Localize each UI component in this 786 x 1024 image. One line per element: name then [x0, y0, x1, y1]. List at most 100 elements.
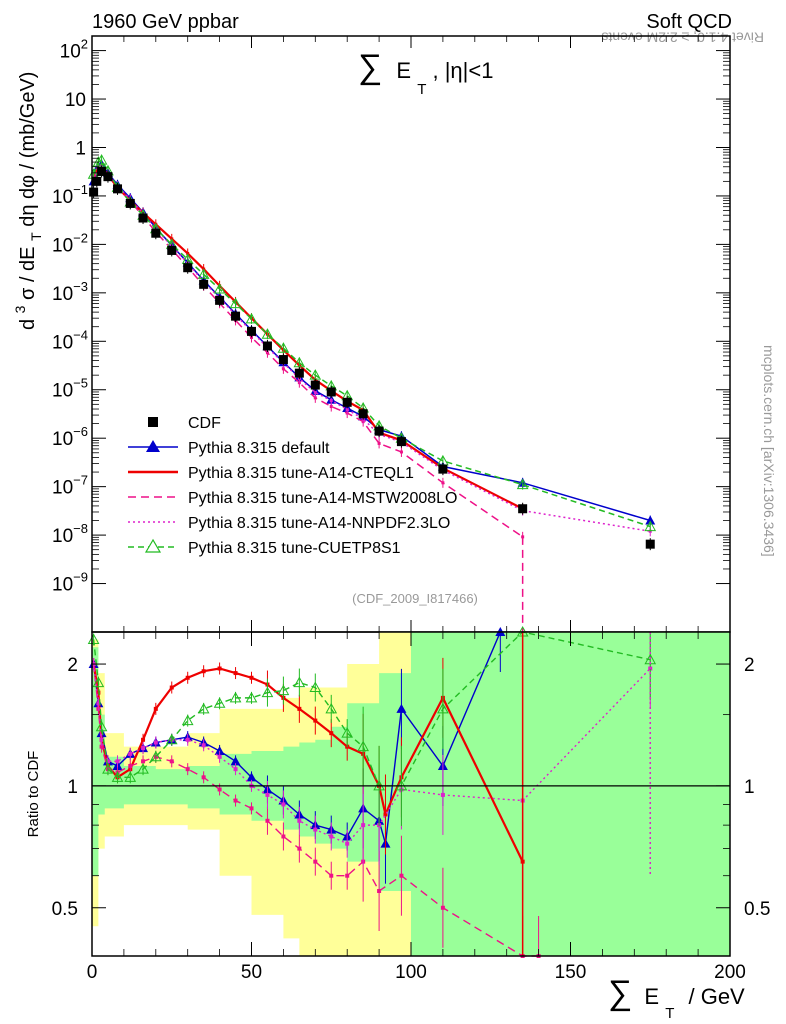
ratio-marker-mstw: [249, 806, 254, 811]
ratio-marker-default: [230, 756, 241, 766]
ratio-marker-mstw: [217, 787, 222, 792]
xlabel-sum: ∑: [608, 974, 632, 1012]
ratio-marker-cuetp8s1: [124, 771, 137, 782]
ratio-marker-cuetp8s1: [293, 676, 306, 688]
ratio-marker-cteql1: [329, 731, 334, 736]
main-ytick-label-8: 10−1: [52, 182, 88, 208]
ratio-marker-nnpdf: [361, 823, 366, 828]
title-sum: ∑: [358, 48, 382, 86]
ratio-line-cuetp8s1: [92, 631, 651, 787]
legend: CDF Pythia 8.315 default Pythia 8.315 tune…: [128, 415, 457, 557]
ytick-exp: −1: [73, 182, 88, 197]
ratio-marker-nnpdf: [99, 737, 104, 742]
cdf-point: [278, 355, 288, 365]
marker-mstw: [281, 367, 285, 371]
header-energy-label: 1960 GeV ppbar: [92, 11, 239, 33]
main-ytick-label-2: 10−7: [52, 473, 88, 499]
legend-marker-cuetp8s1: [144, 538, 162, 553]
ratio-marker-mstw: [128, 763, 133, 768]
marker-mstw: [250, 335, 253, 339]
ratio-marker-cuetp8s1: [437, 702, 449, 714]
cdf-point: [374, 426, 384, 436]
cdf-point: [199, 279, 209, 289]
ratio-marker-nnpdf: [105, 759, 110, 764]
marker-cuetp8s1: [261, 328, 274, 339]
cdf-point: [231, 311, 241, 321]
ratio-marker-cuetp8s1: [165, 733, 178, 745]
ratio-marker-cuetp8s1: [245, 691, 258, 703]
marker-mstw: [265, 351, 269, 355]
marker-nnpdf: [329, 398, 333, 402]
ratio-marker-mstw: [281, 834, 286, 839]
ytick-base: 10: [52, 284, 73, 305]
ratio-marker-mstw: [440, 905, 445, 910]
ytick-base: 10: [60, 42, 81, 63]
ylabel-t: T: [28, 232, 44, 241]
ratio-marker-cuetp8s1: [341, 727, 354, 738]
ratio-marker-cuetp8s1: [213, 697, 226, 708]
title-rest: , |η|<1: [432, 58, 493, 83]
marker-cuetp8s1: [213, 282, 226, 294]
ratio-marker-nnpdf: [329, 834, 334, 839]
ratio-marker-cteql1: [217, 666, 222, 671]
marker-nnpdf: [313, 390, 317, 394]
ratio-line-mstw: [92, 663, 539, 957]
ratio-xtick-label-1: 50: [241, 962, 262, 983]
ratio-marker-cuetp8s1: [111, 771, 124, 782]
cdf-point: [342, 397, 352, 407]
ratio-frame: [91, 631, 731, 957]
ytick-exp: −3: [73, 279, 88, 294]
ratio-marker-nnpdf: [265, 792, 270, 797]
ratio-marker-nnpdf: [96, 701, 101, 706]
ratio-marker-cteql1: [185, 675, 190, 680]
ratio-xlabel: ∑ E T / GeV: [608, 974, 745, 1023]
cdf-point: [151, 228, 161, 238]
title-t: T: [417, 81, 426, 98]
ratio-marker-cuetp8s1: [197, 702, 210, 714]
cdf-point: [326, 387, 336, 397]
marker-cuetp8s1: [644, 520, 657, 532]
cdf-point: [138, 213, 148, 223]
main-ytick-label-9: 1: [75, 138, 86, 159]
legend-label-default: Pythia 8.315 default: [188, 440, 330, 457]
cdf-point: [89, 187, 99, 197]
ratio-marker-nnpdf: [440, 792, 445, 797]
ratio-ytick-label-1: 1: [67, 777, 78, 798]
main-ytick-label-0: 10−9: [52, 570, 88, 596]
ratio-marker-mstw: [233, 798, 238, 803]
ratio-marker-nnpdf: [313, 827, 318, 832]
ytick-base: 10: [52, 332, 73, 353]
ratio-marker-cteql1: [233, 671, 238, 676]
ratio-marker-cuetp8s1: [229, 691, 242, 703]
marker-mstw: [377, 441, 381, 445]
main-ytick-label-4: 10−5: [52, 376, 88, 402]
ratio-marker-nnpdf: [233, 767, 238, 772]
ratio-marker-mstw: [99, 744, 104, 749]
ratio-marker-cteql1: [141, 737, 146, 742]
marker-cuetp8s1: [92, 156, 105, 167]
ytick-exp: −4: [73, 327, 88, 342]
marker-cuetp8s1: [277, 342, 290, 353]
xlabel-t: T: [665, 1005, 674, 1022]
ratio-ytick-label-0: 0.5: [52, 899, 78, 920]
ytick-exp: −8: [73, 521, 88, 536]
ylabel-3: 3: [12, 305, 28, 313]
marker-mstw: [441, 481, 445, 485]
marker-cuetp8s1: [95, 154, 108, 165]
ytick-base: 10: [65, 90, 86, 111]
cdf-point: [247, 326, 256, 336]
ratio-marker-cteql1: [313, 718, 318, 723]
ratio-band-band_green: [92, 632, 730, 956]
ratio-marker-cteql1: [96, 690, 101, 695]
ratio-marker-mstw: [169, 759, 174, 764]
ytick-exp: −6: [73, 424, 88, 439]
legend-label-cteql1: Pythia 8.315 tune-A14-CTEQL1: [188, 465, 414, 482]
main-title: ∑ E T , |η|<1: [358, 48, 493, 99]
ytick-exp: −7: [73, 473, 88, 488]
ratio-marker-cteql1: [201, 669, 206, 674]
ratio-marker-cuetp8s1: [137, 763, 149, 774]
cdf-point: [167, 245, 177, 255]
ratio-marker-cuetp8s1: [181, 714, 194, 726]
ylabel-d: d: [17, 319, 39, 330]
